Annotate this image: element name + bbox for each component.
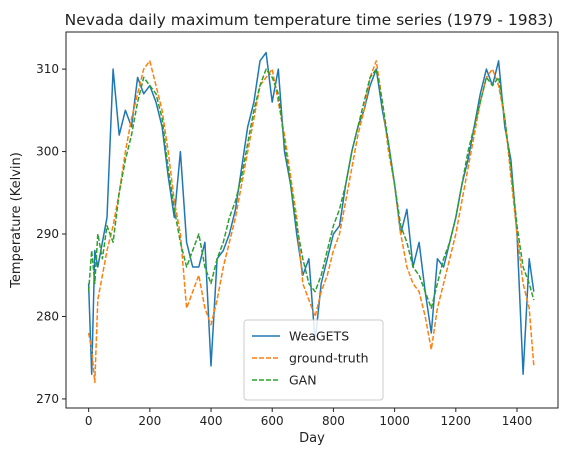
legend-box [243, 319, 384, 401]
x-tick-label: 1200 [441, 414, 472, 428]
x-tick-label: 800 [322, 414, 345, 428]
series-line-gan [87, 68, 535, 309]
x-axis-label: Day [299, 431, 325, 446]
y-tick-label: 300 [36, 145, 59, 159]
legend-label: GAN [289, 373, 317, 388]
x-tick-label: 600 [261, 414, 284, 428]
plot-area [87, 51, 535, 384]
x-tick-label: 0 [85, 414, 93, 428]
plot-frame [65, 31, 559, 409]
series-line-weagets [87, 51, 535, 375]
chart-title: Nevada daily maximum temperature time se… [65, 11, 554, 29]
y-axis: 270 280 290 300 310 [36, 62, 66, 406]
series-line-ground-truth [87, 60, 535, 384]
y-axis-label: Temperature (Kelvin) [9, 152, 24, 289]
x-tick-label: 1400 [502, 414, 533, 428]
y-tick-label: 270 [36, 392, 59, 406]
x-tick-label: 1000 [379, 414, 410, 428]
x-tick-label: 400 [200, 414, 223, 428]
legend-label: ground-truth [289, 351, 369, 366]
y-tick-label: 290 [36, 227, 59, 241]
legend-label: WeaGETS [289, 329, 349, 344]
legend: WeaGETS ground-truth GAN [243, 319, 384, 401]
x-axis: 0 200 400 600 800 1000 1200 1400 [85, 408, 532, 428]
y-tick-label: 310 [36, 62, 59, 76]
y-tick-label: 280 [36, 309, 59, 323]
x-tick-label: 200 [138, 414, 161, 428]
